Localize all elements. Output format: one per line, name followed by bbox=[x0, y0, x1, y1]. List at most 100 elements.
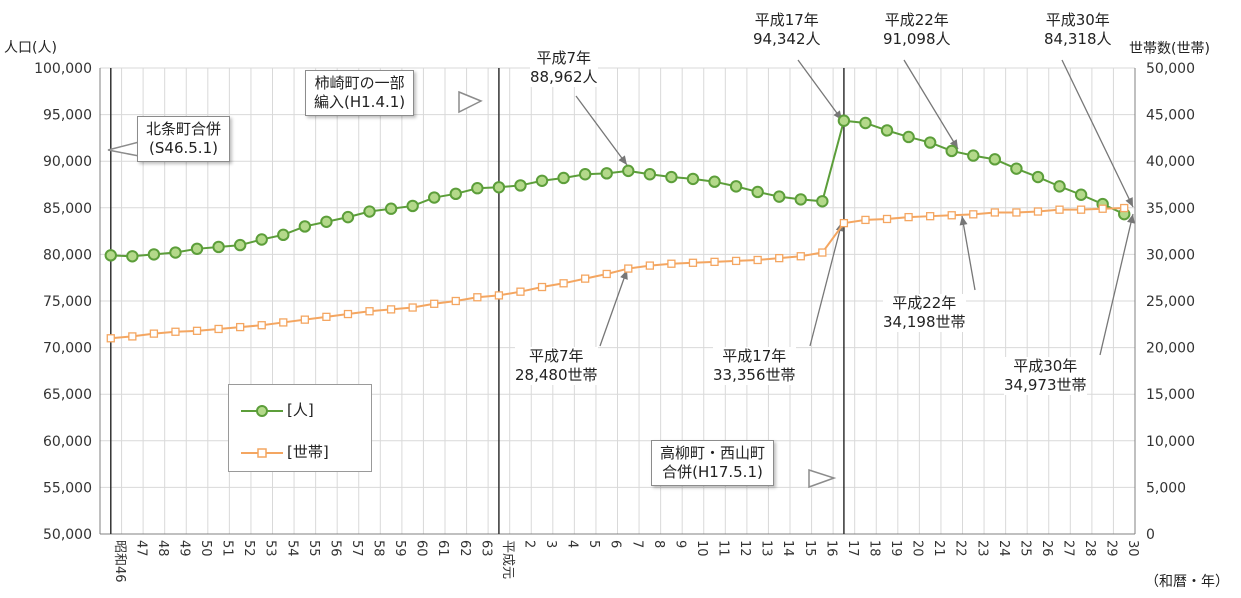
x-tick-label: 5 bbox=[586, 540, 601, 548]
anno-h7-households: 平成7年 28,480世帯 bbox=[515, 347, 598, 385]
x-tick-label: 52 bbox=[241, 540, 256, 557]
x-unit-label: （和暦・年） bbox=[1145, 574, 1229, 590]
x-tick-label: 57 bbox=[349, 540, 364, 557]
annotation-arrow bbox=[809, 221, 843, 347]
x-tick-label: 19 bbox=[888, 540, 903, 557]
population-point bbox=[880, 124, 894, 137]
annotation-arrow bbox=[1061, 59, 1134, 208]
callout-pointer bbox=[107, 141, 140, 157]
population-point bbox=[1031, 170, 1045, 184]
annotation-arrowhead bbox=[618, 155, 627, 165]
anno-h7-population: 平成7年 88,962人 bbox=[530, 49, 598, 87]
population-point bbox=[1053, 180, 1066, 193]
x-tick-label: 51 bbox=[220, 540, 235, 557]
x-tick-label: 2 bbox=[521, 540, 536, 548]
x-tick-label: 53 bbox=[263, 540, 278, 557]
right-tick-label: 45,000 bbox=[1146, 108, 1195, 124]
callout-text: 柿崎町の一部 編入(H1.4.1) bbox=[314, 74, 406, 111]
left-tick-label: 90,000 bbox=[43, 154, 92, 170]
population-point bbox=[320, 215, 333, 228]
callout-hojo-merger: 北条町合併 (S46.5.1) bbox=[137, 116, 231, 162]
x-tick-label: 55 bbox=[306, 540, 321, 557]
x-tick-label: 8 bbox=[651, 540, 666, 548]
households-point bbox=[990, 208, 999, 217]
right-tick-label: 0 bbox=[1146, 527, 1155, 543]
x-tick-label: 62 bbox=[457, 540, 472, 557]
x-tick-label: 20 bbox=[910, 540, 925, 557]
households-point bbox=[149, 329, 159, 338]
x-tick-label: 15 bbox=[802, 540, 817, 557]
left-tick-label: 70,000 bbox=[43, 341, 92, 357]
population-point bbox=[859, 116, 872, 130]
series-lines bbox=[104, 114, 1131, 343]
annotation-arrows bbox=[107, 59, 1135, 489]
population-point bbox=[298, 220, 312, 233]
callout-pointer bbox=[458, 90, 483, 114]
households-point bbox=[645, 261, 654, 270]
anno-h17-households: 平成17年 33,356世帯 bbox=[713, 347, 796, 385]
x-tick-label: 10 bbox=[694, 540, 709, 557]
households-point bbox=[624, 264, 633, 273]
population-point bbox=[428, 191, 441, 204]
households-point bbox=[1033, 207, 1043, 216]
left-tick-label: 75,000 bbox=[43, 294, 92, 310]
population-point bbox=[449, 187, 462, 201]
households-point bbox=[861, 215, 870, 225]
population-point bbox=[341, 210, 355, 224]
x-tick-label: 6 bbox=[608, 540, 623, 548]
legend-households-marker-icon bbox=[241, 447, 283, 458]
households-point bbox=[322, 312, 331, 321]
population-point bbox=[578, 168, 592, 181]
households-point bbox=[451, 296, 460, 306]
population-point bbox=[471, 182, 484, 195]
households-point bbox=[343, 309, 353, 319]
population-point bbox=[600, 167, 613, 180]
right-tick-label: 35,000 bbox=[1146, 201, 1195, 217]
population-point bbox=[169, 246, 182, 259]
households-point bbox=[279, 318, 288, 327]
population-point bbox=[1074, 188, 1088, 201]
x-tick-label: 58 bbox=[371, 540, 386, 557]
right-tick-label: 40,000 bbox=[1146, 154, 1195, 170]
right-tick-label: 20,000 bbox=[1146, 341, 1195, 357]
population-point bbox=[147, 248, 161, 261]
households-point bbox=[753, 255, 762, 265]
households-point bbox=[581, 274, 590, 283]
annotation-arrow bbox=[797, 59, 843, 121]
right-tick-label: 25,000 bbox=[1146, 294, 1195, 310]
x-tick-label: 平成元 bbox=[500, 540, 515, 579]
population-point bbox=[190, 242, 204, 256]
population-point bbox=[923, 136, 937, 149]
right-tick-label: 10,000 bbox=[1146, 434, 1195, 450]
legend-item-population: [人] bbox=[239, 399, 314, 420]
callout-takayanagi-merger: 高柳町・西山町 合併(H17.5.1) bbox=[651, 440, 775, 486]
legend-label: [人] bbox=[287, 401, 314, 419]
population-point bbox=[643, 168, 657, 181]
event-lines bbox=[110, 68, 845, 534]
x-tick-label: 23 bbox=[974, 540, 989, 557]
population-point bbox=[622, 164, 635, 178]
x-tick-label: 48 bbox=[155, 540, 170, 557]
x-tick-label: 18 bbox=[866, 540, 881, 557]
households-point bbox=[1076, 205, 1086, 214]
anno-h30-households: 平成30年 34,973世帯 bbox=[1004, 357, 1087, 395]
x-tick-label: 61 bbox=[435, 540, 450, 557]
households-point bbox=[494, 291, 504, 300]
population-point bbox=[837, 114, 851, 127]
households-point bbox=[236, 322, 245, 332]
annotation-arrow bbox=[961, 215, 976, 291]
right-tick-label: 5,000 bbox=[1146, 480, 1186, 496]
households-point bbox=[408, 303, 417, 312]
x-tick-label: 56 bbox=[327, 540, 342, 557]
households-point bbox=[516, 287, 525, 296]
legend-item-households: [世帯] bbox=[239, 441, 329, 462]
annotation-arrow bbox=[575, 95, 628, 166]
households-point bbox=[106, 334, 115, 343]
annotation-arrowhead bbox=[1125, 197, 1133, 207]
households-point bbox=[947, 211, 956, 220]
callout-text: 高柳町・西山町 合併(H17.5.1) bbox=[660, 444, 766, 481]
population-point bbox=[233, 238, 247, 252]
population-point bbox=[104, 249, 117, 262]
population-point bbox=[773, 190, 786, 203]
population-point bbox=[729, 180, 743, 193]
